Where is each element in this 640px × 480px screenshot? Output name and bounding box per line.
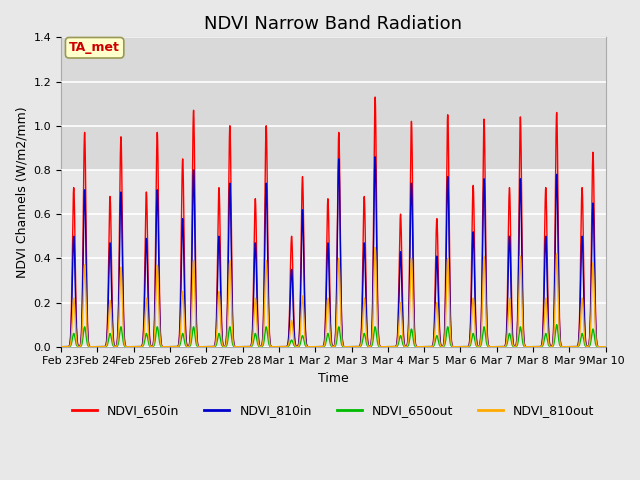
Line: NDVI_650in: NDVI_650in — [61, 97, 605, 347]
Bar — [61, 37, 605, 170]
Line: NDVI_810out: NDVI_810out — [61, 247, 605, 347]
NDVI_650in — [486, 344, 493, 349]
Y-axis label: NDVI Channels (W/m2/mm): NDVI Channels (W/m2/mm) — [15, 106, 28, 278]
NDVI_650out — [600, 344, 607, 349]
NDVI_810in — [168, 344, 175, 349]
Line: NDVI_650out: NDVI_650out — [61, 324, 605, 347]
NDVI_650in — [57, 344, 65, 349]
NDVI_810in — [602, 344, 609, 349]
NDVI_650in — [261, 200, 269, 206]
NDVI_650out — [553, 322, 561, 327]
NDVI_650out — [261, 331, 269, 336]
NDVI_810out — [173, 344, 181, 349]
NDVI_810in — [57, 344, 65, 349]
NDVI_810in — [409, 222, 417, 228]
NDVI_810out — [371, 244, 379, 250]
NDVI_650out — [602, 344, 609, 349]
NDVI_810in — [600, 344, 607, 349]
NDVI_650in — [168, 344, 175, 349]
NDVI_810out — [409, 278, 417, 284]
NDVI_650out — [57, 344, 65, 349]
NDVI_810out — [168, 344, 175, 349]
NDVI_810out — [600, 344, 607, 349]
NDVI_810in — [486, 344, 493, 349]
NDVI_810in — [371, 154, 379, 159]
NDVI_810in — [173, 344, 181, 349]
NDVI_810in — [261, 238, 269, 243]
NDVI_650out — [173, 344, 181, 349]
NDVI_650out — [168, 344, 175, 349]
NDVI_650in — [600, 344, 607, 349]
Title: NDVI Narrow Band Radiation: NDVI Narrow Band Radiation — [204, 15, 462, 33]
NDVI_650out — [408, 330, 416, 336]
NDVI_810out — [486, 344, 493, 349]
NDVI_650in — [602, 344, 609, 349]
Text: TA_met: TA_met — [69, 41, 120, 54]
NDVI_810out — [57, 344, 65, 349]
NDVI_810out — [602, 344, 609, 349]
NDVI_650in — [173, 344, 181, 349]
Line: NDVI_810in: NDVI_810in — [61, 156, 605, 347]
Legend: NDVI_650in, NDVI_810in, NDVI_650out, NDVI_810out: NDVI_650in, NDVI_810in, NDVI_650out, NDV… — [67, 399, 600, 422]
NDVI_650in — [371, 94, 379, 100]
X-axis label: Time: Time — [318, 372, 349, 385]
NDVI_650out — [486, 344, 493, 349]
NDVI_810out — [261, 288, 269, 294]
NDVI_650in — [409, 176, 417, 182]
